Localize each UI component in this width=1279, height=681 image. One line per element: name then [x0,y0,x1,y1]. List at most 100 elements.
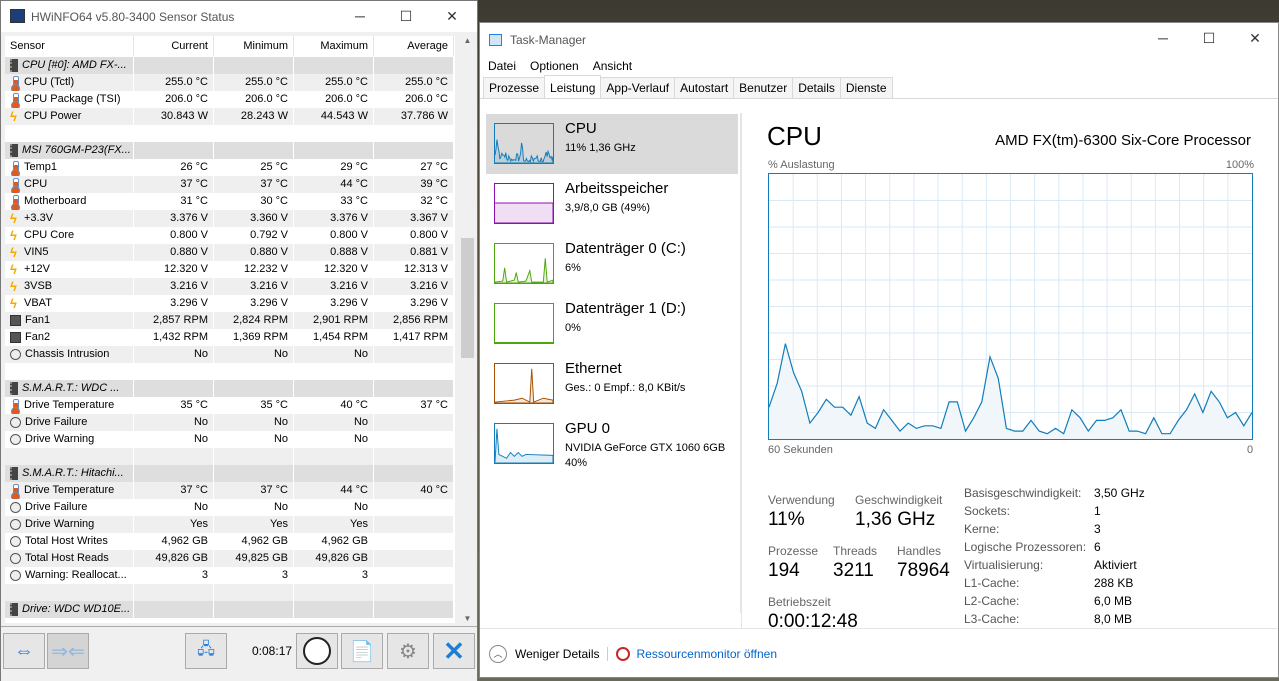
scroll-down-arrow-icon[interactable]: ▼ [463,614,472,623]
value-minimum: 30 °C [214,193,294,210]
sensor-group-row[interactable]: MSI 760GM-P23(FX... [5,142,455,159]
tab-prozesse[interactable]: Prozesse [483,77,546,98]
resource-summary-line: 0% [565,322,581,334]
resource-item-datenträger[interactable]: Datenträger 1 (D:) 0% [486,294,738,354]
sensor-group-row[interactable]: Drive: WDC WD10E... [5,601,455,618]
table-row[interactable]: Drive Warning Yes Yes Yes [5,516,455,533]
value-current: 31 °C [134,193,214,210]
tab-app-verlauf[interactable]: App-Verlauf [600,77,676,98]
table-row[interactable]: CPU 37 °C 37 °C 44 °C 39 °C [5,176,455,193]
close-button[interactable]: ✕ [446,7,458,24]
blank-row[interactable] [5,363,455,380]
menu-optionen[interactable]: Optionen [530,59,579,73]
blank-row[interactable] [5,584,455,601]
sensor-name-cell: S.M.A.R.T.: WDC ... [5,380,134,397]
value-maximum [294,57,374,74]
table-row[interactable]: Chassis Intrusion No No No [5,346,455,363]
column-header-maximum[interactable]: Maximum [294,36,374,56]
settings-button[interactable]: ⚙ [387,633,429,669]
table-row[interactable]: Fan2 1,432 RPM 1,369 RPM 1,454 RPM 1,417 RPM [5,329,455,346]
value-current: Yes [134,516,214,533]
lightning-icon: ϟ [10,211,17,226]
stat-label-prozesse: Prozesse [768,544,819,558]
tab-benutzer[interactable]: Benutzer [733,77,794,98]
table-row[interactable]: Total Host Reads 49,826 GB 49,825 GB 49,826… [5,550,455,567]
value-average [374,533,454,550]
table-row[interactable]: Drive Warning No No No [5,431,455,448]
sensor-label: S.M.A.R.T.: Hitachi... [22,467,124,479]
fewer-details-link[interactable]: Weniger Details [515,646,600,661]
sensor-label: Drive Warning [25,433,95,445]
maximize-button[interactable]: ☐ [1202,29,1216,46]
network-icon[interactable]: 🖧 [185,633,227,669]
table-row[interactable]: ϟ VIN5 0.880 V 0.880 V 0.888 V 0.881 V [5,244,455,261]
table-row[interactable]: ϟ 3VSB 3.216 V 3.216 V 3.216 V 3.216 V [5,278,455,295]
table-row[interactable]: Drive Temperature 35 °C 35 °C 40 °C 37 °C [5,397,455,414]
scrollbar-thumb[interactable] [461,238,474,358]
sensor-scrollbar[interactable]: ▲ ▼ [459,36,476,623]
column-header-current[interactable]: Current [134,36,214,56]
tab-dienste[interactable]: Dienste [839,77,893,98]
sensor-group-row[interactable]: S.M.A.R.T.: WDC ... [5,380,455,397]
resource-item-arbeitsspeicher[interactable]: Arbeitsspeicher 3,9/8,0 GB (49%) [486,174,738,234]
value-maximum: 3.376 V [294,210,374,227]
table-row[interactable]: CPU (Tctl) 255.0 °C 255.0 °C 255.0 °C 255.0 … [5,74,455,91]
collapse-columns-button[interactable]: ⇒⇐ [47,633,89,669]
sensor-name-cell: ϟ +12V [5,261,134,278]
table-row[interactable]: Temp1 26 °C 25 °C 29 °C 27 °C [5,159,455,176]
resource-item-datenträger[interactable]: Datenträger 0 (C:) 6% [486,234,738,294]
close-sensors-button[interactable]: ✕ [433,633,475,669]
value-maximum: 44 °C [294,176,374,193]
chip-icon [10,467,18,480]
table-row[interactable]: ϟ VBAT 3.296 V 3.296 V 3.296 V 3.296 V [5,295,455,312]
column-header-average[interactable]: Average [374,36,454,56]
tab-details[interactable]: Details [792,77,841,98]
value-maximum: 0.800 V [294,227,374,244]
resource-item-gpu[interactable]: GPU 0 NVIDIA GeForce GTX 1060 6GB 40% [486,414,738,474]
chevron-up-icon[interactable]: ︿ [489,644,507,663]
value-average [374,380,454,397]
value-maximum: 29 °C [294,159,374,176]
table-row[interactable]: Total Host Writes 4,962 GB 4,962 GB 4,962 G… [5,533,455,550]
table-row[interactable]: Motherboard 31 °C 30 °C 33 °C 32 °C [5,193,455,210]
table-header[interactable]: Sensor Current Minimum Maximum Average [5,36,455,56]
column-header-sensor[interactable]: Sensor [5,36,134,56]
clock-reset-button[interactable] [296,633,338,669]
tab-leistung[interactable]: Leistung [544,75,602,97]
table-row[interactable]: Drive Failure No No No [5,414,455,431]
fan-icon [10,332,21,343]
sensor-group-row[interactable]: CPU [#0]: AMD FX-... [5,57,455,74]
resource-item-cpu[interactable]: CPU 11% 1,36 GHz [486,114,738,174]
table-row[interactable]: ϟ CPU Power 30.843 W 28.243 W 44.543 W 37.786… [5,108,455,125]
blank-row[interactable] [5,125,455,142]
table-row[interactable]: Drive Temperature 37 °C 37 °C 44 °C 40 °C [5,482,455,499]
table-row[interactable]: Warning: Reallocat... 3 3 3 [5,567,455,584]
table-row[interactable]: Drive Failure No No No [5,499,455,516]
scroll-up-arrow-icon[interactable]: ▲ [463,36,472,45]
graph-y-label: % Auslastung [768,159,835,171]
close-button[interactable]: ✕ [1249,29,1261,46]
open-resource-monitor-link[interactable]: Ressourcenmonitor öffnen [636,646,778,661]
menu-datei[interactable]: Datei [488,59,517,73]
resource-summary-line: 11% 1,36 GHz [565,142,636,154]
resource-item-ethernet[interactable]: Ethernet Ges.: 0 Empf.: 8,0 KBit/s [486,354,738,414]
maximize-button[interactable]: ☐ [399,7,413,24]
tab-autostart[interactable]: Autostart [674,77,735,98]
table-row[interactable]: ϟ +12V 12.320 V 12.232 V 12.320 V 12.313 V [5,261,455,278]
blank-row[interactable] [5,448,455,465]
table-row[interactable]: CPU Package (TSI) 206.0 °C 206.0 °C 206.0 °… [5,91,455,108]
log-file-button[interactable]: 📄 [341,633,383,669]
status-clock-icon [10,434,21,445]
table-row[interactable]: ϟ +3.3V 3.376 V 3.360 V 3.376 V 3.367 V [5,210,455,227]
value-maximum: No [294,346,374,363]
expand-columns-button[interactable]: ⇔ [3,633,45,669]
minimize-button[interactable]: ─ [1158,30,1168,46]
menu-ansicht[interactable]: Ansicht [592,59,633,73]
sensor-group-row[interactable]: S.M.A.R.T.: Hitachi... [5,465,455,482]
sensor-label: Total Host Reads [25,552,109,564]
minimize-button[interactable]: ─ [355,8,365,24]
value-average: 3.367 V [374,210,454,227]
column-header-minimum[interactable]: Minimum [214,36,294,56]
table-row[interactable]: ϟ CPU Core 0.800 V 0.792 V 0.800 V 0.800 V [5,227,455,244]
table-row[interactable]: Fan1 2,857 RPM 2,824 RPM 2,901 RPM 2,856 RPM [5,312,455,329]
